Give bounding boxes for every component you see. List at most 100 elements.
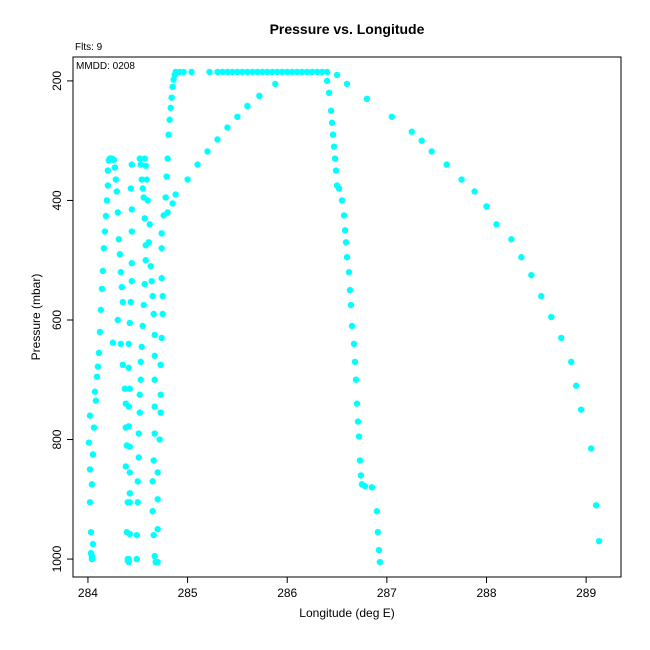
data-point bbox=[126, 499, 133, 506]
plot-frame bbox=[72, 56, 622, 578]
data-point bbox=[143, 176, 150, 183]
data-point bbox=[408, 128, 415, 135]
data-point bbox=[157, 391, 164, 398]
data-point bbox=[151, 331, 158, 339]
data-point bbox=[239, 68, 246, 76]
data-point bbox=[567, 358, 575, 366]
data-point bbox=[164, 209, 171, 216]
data-point bbox=[141, 155, 148, 162]
data-point bbox=[122, 463, 130, 470]
data-point bbox=[96, 328, 104, 336]
data-point bbox=[126, 530, 133, 538]
data-point bbox=[180, 68, 187, 76]
data-point bbox=[94, 363, 102, 370]
data-point bbox=[154, 525, 161, 533]
data-point bbox=[111, 164, 119, 171]
data-point bbox=[137, 358, 144, 366]
data-point bbox=[137, 161, 144, 168]
data-point bbox=[138, 343, 145, 351]
data-point bbox=[142, 162, 149, 169]
data-point bbox=[325, 89, 333, 97]
data-point bbox=[471, 188, 478, 195]
x-tick-label: 288 bbox=[476, 586, 496, 600]
data-point bbox=[163, 173, 170, 180]
data-point bbox=[428, 148, 435, 155]
data-point bbox=[346, 286, 354, 294]
data-point bbox=[323, 77, 331, 85]
data-point bbox=[126, 385, 133, 392]
data-point bbox=[269, 68, 276, 76]
data-point bbox=[329, 131, 337, 138]
data-point bbox=[528, 271, 535, 279]
data-point bbox=[128, 206, 135, 213]
data-point bbox=[86, 412, 94, 419]
data-point bbox=[361, 482, 369, 490]
data-point bbox=[149, 292, 156, 300]
data-point bbox=[587, 445, 595, 452]
data-point bbox=[137, 376, 144, 383]
data-point bbox=[373, 508, 381, 515]
data-point bbox=[388, 113, 396, 120]
data-point bbox=[126, 443, 133, 450]
y-axis: 200 400 600 800 1000 bbox=[50, 71, 73, 572]
data-point bbox=[343, 80, 351, 88]
data-point bbox=[264, 68, 271, 76]
data-point bbox=[164, 155, 171, 162]
data-point bbox=[104, 182, 112, 189]
x-axis-label: Longitude (deg E) bbox=[299, 606, 394, 620]
data-point bbox=[338, 197, 346, 204]
data-point bbox=[100, 245, 108, 252]
data-point bbox=[340, 212, 348, 219]
data-point bbox=[144, 197, 151, 204]
data-point bbox=[368, 484, 376, 491]
data-point bbox=[353, 400, 361, 407]
data-point bbox=[274, 68, 281, 76]
data-point bbox=[157, 361, 164, 369]
data-point bbox=[121, 385, 129, 392]
data-point bbox=[117, 340, 125, 348]
data-point bbox=[249, 68, 256, 76]
x-axis: 284 285 286 287 288 289 bbox=[78, 577, 596, 600]
data-point bbox=[148, 277, 155, 285]
data-point bbox=[145, 239, 152, 246]
data-point bbox=[357, 472, 365, 479]
data-point bbox=[159, 292, 166, 300]
data-point bbox=[87, 528, 95, 536]
data-point bbox=[149, 508, 156, 515]
data-point bbox=[135, 430, 142, 437]
y-tick-label: 1000 bbox=[50, 545, 64, 572]
data-point bbox=[133, 555, 140, 563]
data-point bbox=[136, 155, 143, 162]
data-point bbox=[354, 418, 362, 425]
date-annotation: MMDD: 0208 bbox=[76, 61, 135, 72]
data-point bbox=[284, 68, 291, 76]
data-point bbox=[156, 436, 163, 443]
data-point bbox=[172, 191, 179, 198]
data-point bbox=[136, 409, 143, 416]
data-point bbox=[167, 104, 174, 112]
data-point bbox=[126, 469, 133, 476]
data-point bbox=[170, 76, 177, 83]
data-point bbox=[483, 203, 490, 210]
data-point bbox=[229, 68, 236, 76]
data-point bbox=[293, 68, 301, 76]
data-point bbox=[126, 490, 133, 497]
data-point bbox=[140, 301, 147, 309]
data-point bbox=[548, 313, 555, 321]
data-point bbox=[85, 439, 93, 446]
data-point bbox=[214, 68, 221, 76]
x-tick-label: 284 bbox=[78, 586, 98, 600]
data-point bbox=[169, 83, 176, 91]
data-point bbox=[128, 277, 135, 285]
data-point bbox=[508, 236, 515, 243]
data-point bbox=[151, 403, 158, 410]
data-point bbox=[154, 469, 161, 476]
data-point bbox=[458, 176, 465, 183]
data-point bbox=[151, 376, 158, 383]
data-point bbox=[150, 457, 157, 464]
data-point bbox=[101, 228, 109, 235]
data-point bbox=[595, 537, 603, 545]
data-point bbox=[136, 391, 143, 398]
data-point bbox=[98, 285, 106, 293]
x-tick-label: 286 bbox=[277, 586, 297, 600]
